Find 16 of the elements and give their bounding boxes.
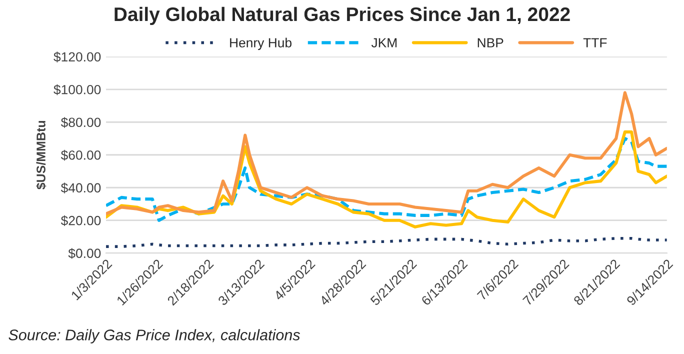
- y-tick-label: $20.00: [60, 215, 101, 226]
- legend-label: TTF: [583, 38, 607, 48]
- chart-title: Daily Global Natural Gas Prices Since Jan 1, 2022: [114, 6, 570, 25]
- line-series: [106, 236, 667, 248]
- legend-label: NBP: [478, 38, 504, 48]
- legend-label: Henry Hub: [230, 38, 292, 50]
- source-note: Source: Daily Gas Price Index, calculations: [8, 329, 300, 344]
- y-tick-label: $60.00: [60, 150, 101, 161]
- y-tick-label: $40.00: [60, 182, 101, 194]
- y-tick-label: $0.00: [68, 248, 101, 259]
- legend-label: JKM: [371, 38, 397, 48]
- line-series: [106, 91, 667, 216]
- y-tick-label: $100.00: [54, 84, 101, 96]
- y-axis-title: $US/MMBtu: [36, 120, 46, 190]
- y-tick-label: $80.00: [60, 117, 101, 128]
- y-tick-label: $120.00: [54, 52, 101, 62]
